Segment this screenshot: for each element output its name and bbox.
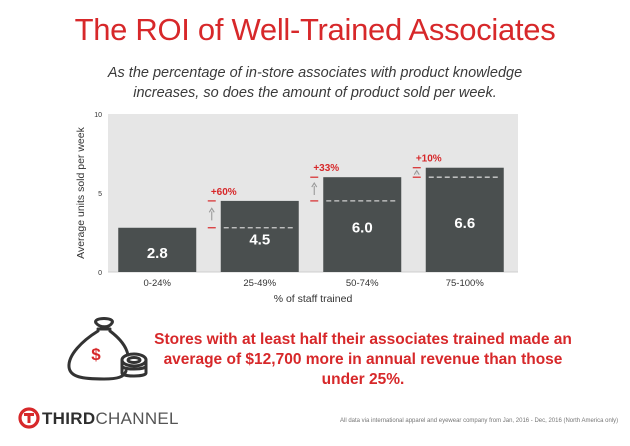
brand-logo-text: THIRDCHANNEL <box>42 409 179 429</box>
increase-arrow-icon <box>311 182 318 196</box>
x-tick-label: 75-100% <box>446 278 485 289</box>
increase-label: +33% <box>313 163 339 174</box>
increase-arrow-icon <box>208 207 215 221</box>
bar <box>323 177 402 272</box>
bar-value-label: 6.6 <box>454 215 475 232</box>
bar-value-label: 6.0 <box>352 220 373 237</box>
increase-label: +60% <box>211 187 237 198</box>
revenue-callout: Stores with at least half their associat… <box>154 331 572 388</box>
x-tick-label: 0-24% <box>144 278 172 289</box>
y-tick-label: 5 <box>98 191 102 198</box>
bar <box>425 167 504 272</box>
x-axis-label: % of staff trained <box>274 293 353 305</box>
bar <box>118 227 197 272</box>
brand-part-1: THIRD <box>42 409 96 428</box>
svg-text:$: $ <box>91 345 101 364</box>
x-tick-label: 25-49% <box>243 278 276 289</box>
y-tick-label: 0 <box>98 270 102 277</box>
x-tick-label: 50-74% <box>346 278 379 289</box>
increase-arrow-icon <box>413 169 420 176</box>
page-subtitle: As the percentage of in-store associates… <box>107 65 523 101</box>
y-tick-label: 10 <box>94 112 102 119</box>
bar-chart: 0 5 10 2.8 4.5 6.0 6.6 +60% +33% +10% 0-24% 25-4… <box>75 112 518 305</box>
brand-part-2: CHANNEL <box>95 409 179 428</box>
page-title: The ROI of Well-Trained Associates <box>74 12 556 47</box>
y-axis-label: Average units sold per week <box>75 126 87 258</box>
increase-label: +10% <box>416 154 442 165</box>
money-bag-icon: $ <box>67 317 148 381</box>
bar-value-label: 2.8 <box>147 245 168 262</box>
bar <box>220 200 299 272</box>
data-source-note: All data via international apparel and e… <box>340 418 619 424</box>
bar-value-label: 4.5 <box>249 231 270 248</box>
thirdchannel-logo-icon <box>18 407 40 429</box>
